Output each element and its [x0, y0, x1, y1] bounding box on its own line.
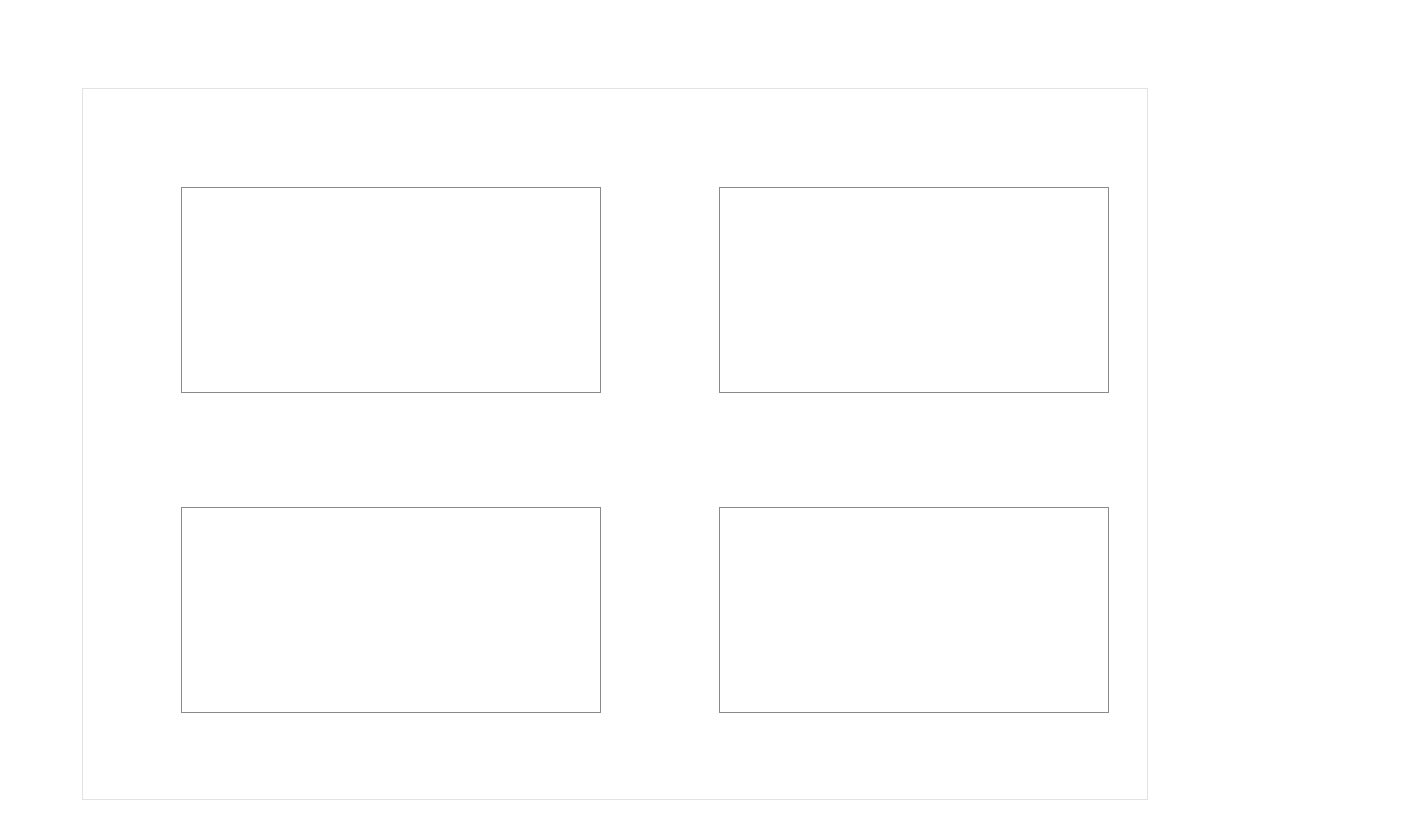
- plot-area-histogram: [181, 507, 601, 713]
- subplot-histogram: [103, 471, 623, 771]
- subplot-normal-probability-plot: [103, 151, 623, 451]
- subplot-versus-order: [629, 471, 1129, 771]
- subplot-versus-fits: [629, 151, 1129, 451]
- plot-area-normal-probability-plot: [181, 187, 601, 393]
- residual-plots-figure: [82, 88, 1148, 800]
- plot-area-versus-order: [719, 507, 1109, 713]
- plot-area-versus-fits: [719, 187, 1109, 393]
